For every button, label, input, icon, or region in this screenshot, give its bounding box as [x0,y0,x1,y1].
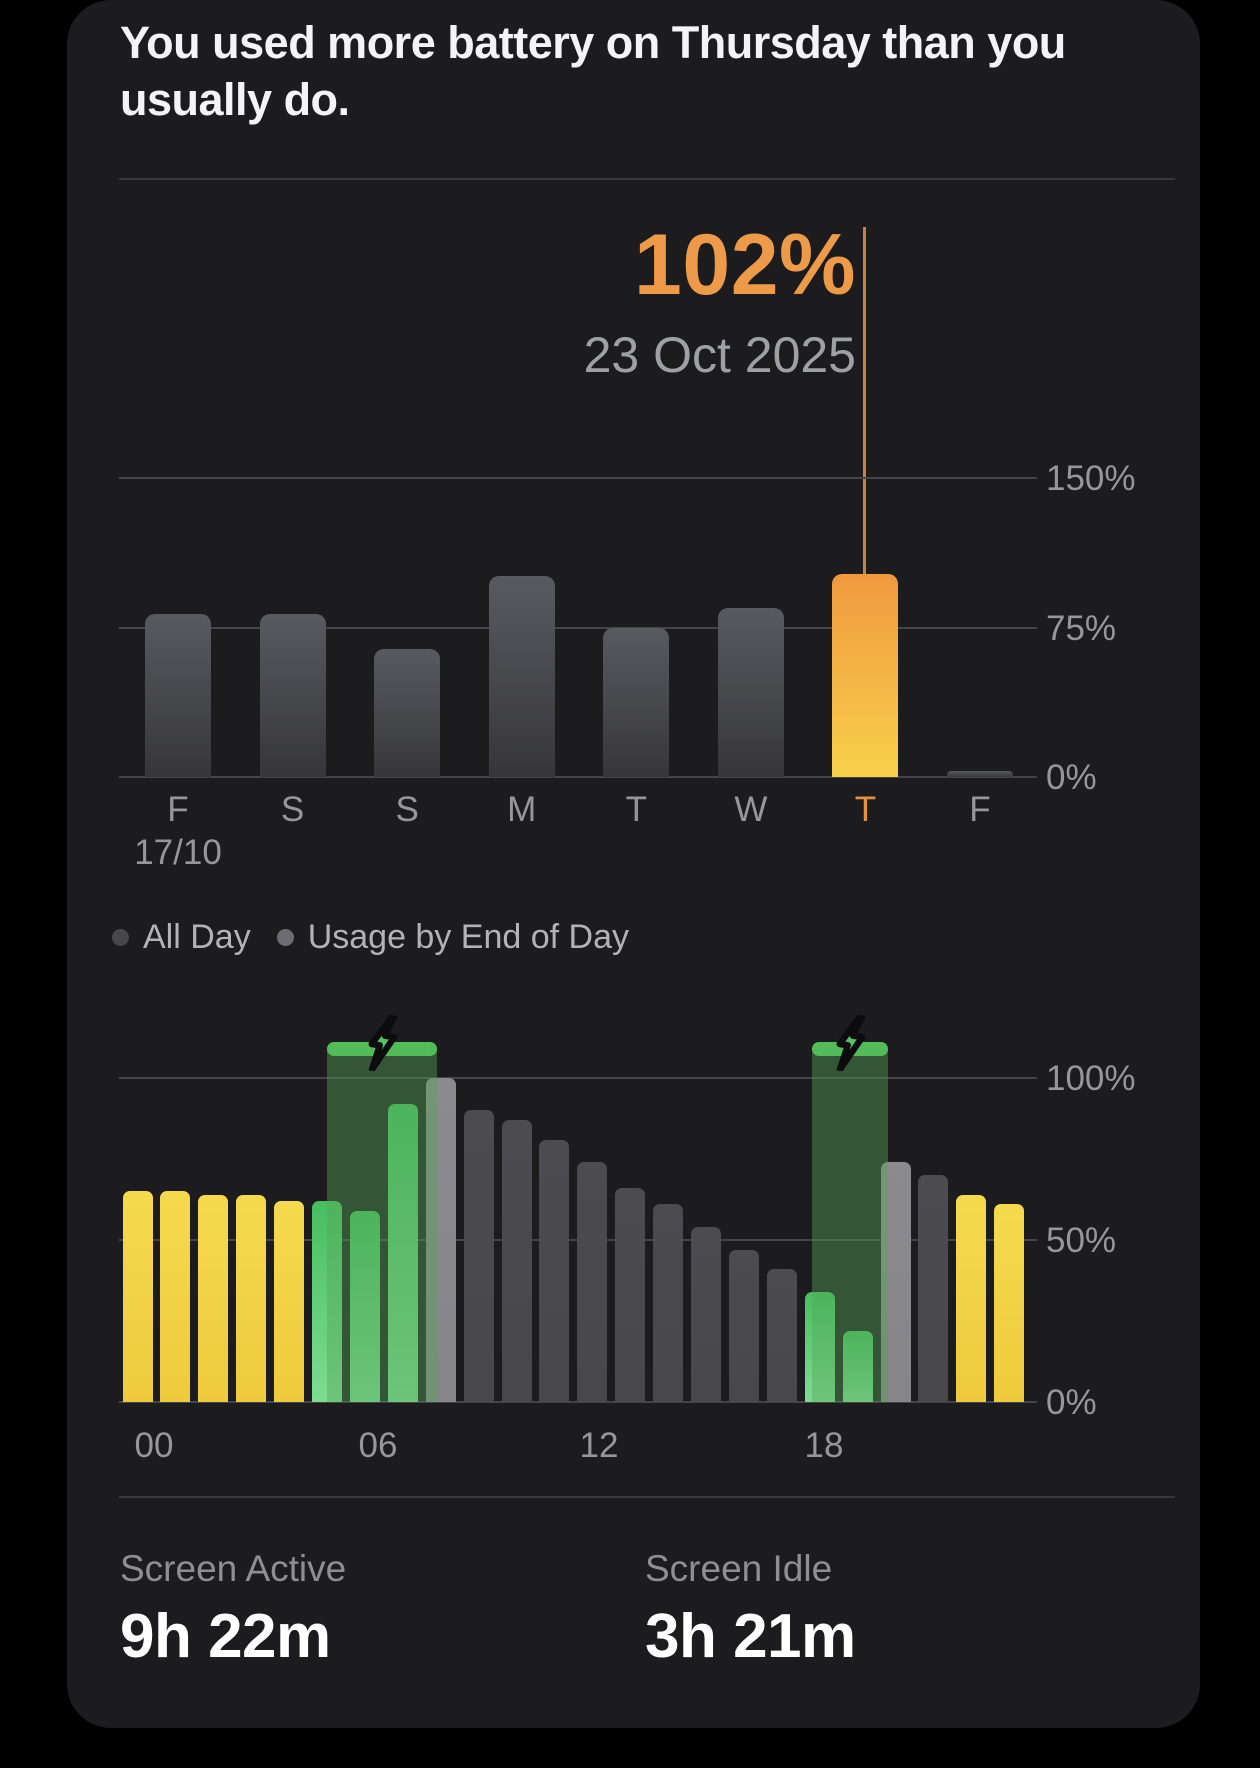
weekly-bar-selected[interactable] [832,573,899,777]
weekly-gridline [119,776,1037,778]
weekly-day-label: S [280,790,305,829]
hourly-y-axis-label: 50% [1046,1221,1117,1260]
weekly-day-sub-label: 17/10 [134,833,222,872]
charging-bolt-icon [361,1012,403,1074]
hour-bar[interactable] [842,1330,873,1402]
selected-date-label: 23 Oct 2025 [583,327,856,383]
weekly-bar[interactable] [374,649,441,777]
weekly-bar[interactable] [603,627,670,777]
weekly-day-label: M [507,790,537,829]
weekly-day-label: F [167,790,189,829]
divider-top [119,178,1175,180]
hour-bar[interactable] [501,1120,532,1402]
screen-active-value: 9h 22m [120,1602,331,1671]
legend-label-usage-end: Usage by End of Day [307,918,629,956]
weekly-gridline [119,477,1037,479]
legend-label-all-day: All Day [143,918,251,956]
hour-bar[interactable] [198,1194,229,1402]
weekly-day-label: W [734,790,768,829]
hourly-x-axis-label: 06 [358,1426,398,1465]
selected-value-label: 102% [634,217,856,313]
weekly-y-axis-label: 0% [1046,758,1097,797]
hourly-gridline [119,1077,1037,1079]
hour-bar[interactable] [918,1175,949,1402]
legend-dot-usage-end-icon [276,929,294,946]
hourly-gridline [119,1401,1037,1403]
hour-bar[interactable] [539,1139,570,1402]
selection-indicator-line [863,227,866,574]
hour-bar[interactable] [728,1249,759,1402]
hour-bar[interactable] [160,1191,191,1402]
hour-bar[interactable] [766,1269,797,1402]
weekly-bar[interactable] [717,607,784,777]
hour-bar[interactable] [994,1204,1025,1402]
charging-bolt-icon [829,1012,871,1074]
hour-bar[interactable] [880,1162,911,1402]
hour-bar[interactable] [236,1194,267,1402]
screen-idle-value: 3h 21m [645,1602,856,1671]
charging-session-overlay [812,1042,889,1402]
screen-active-label: Screen Active [120,1548,347,1589]
hourly-x-axis-label: 18 [804,1426,844,1465]
hour-bar[interactable] [577,1162,608,1402]
hour-bar[interactable] [425,1078,456,1402]
divider-bottom [119,1496,1175,1498]
charging-session-overlay [327,1042,438,1402]
screen-idle-stat: Screen Idle 3h 21m [645,1548,856,1670]
weekly-gridline [119,627,1037,629]
hourly-x-axis-label: 00 [134,1426,174,1465]
weekly-day-label: T [854,790,877,829]
weekly-y-axis-label: 150% [1046,459,1136,498]
hour-bar[interactable] [615,1188,646,1402]
hour-bar[interactable] [387,1103,418,1402]
hour-bar[interactable] [804,1291,835,1402]
hour-bar[interactable] [463,1110,494,1402]
hour-bar[interactable] [691,1227,721,1402]
legend-dot-all-day-icon [112,929,129,946]
hourly-x-axis-label: 12 [579,1426,619,1465]
weekly-bar[interactable] [946,771,1013,777]
chart-legend: All Day Usage by End of Day [112,918,629,957]
hour-bar[interactable] [653,1204,684,1402]
hour-bar[interactable] [956,1194,987,1402]
screen-idle-label: Screen Idle [645,1548,833,1589]
screen-active-stat: Screen Active 9h 22m [120,1548,346,1670]
hourly-y-axis-label: 100% [1046,1059,1136,1098]
weekly-bar[interactable] [259,613,326,777]
hour-bar[interactable] [274,1201,305,1402]
hourly-y-axis-label: 0% [1046,1383,1097,1422]
hour-bar[interactable] [312,1201,342,1402]
weekly-day-label: F [969,790,991,829]
hour-bar[interactable] [122,1191,153,1402]
weekly-bar[interactable] [488,575,555,777]
selection-callout: 102% 23 Oct 2025 [584,222,856,380]
weekly-day-label: T [625,790,647,829]
insight-title: You used more battery on Thursday than y… [120,17,1066,125]
weekly-y-axis-label: 75% [1046,609,1117,648]
weekly-bar[interactable] [145,613,211,777]
hour-bar[interactable] [349,1210,380,1402]
weekly-day-label: S [395,790,419,829]
battery-insight-card: You used more battery on Thursday than y… [67,0,1200,1728]
